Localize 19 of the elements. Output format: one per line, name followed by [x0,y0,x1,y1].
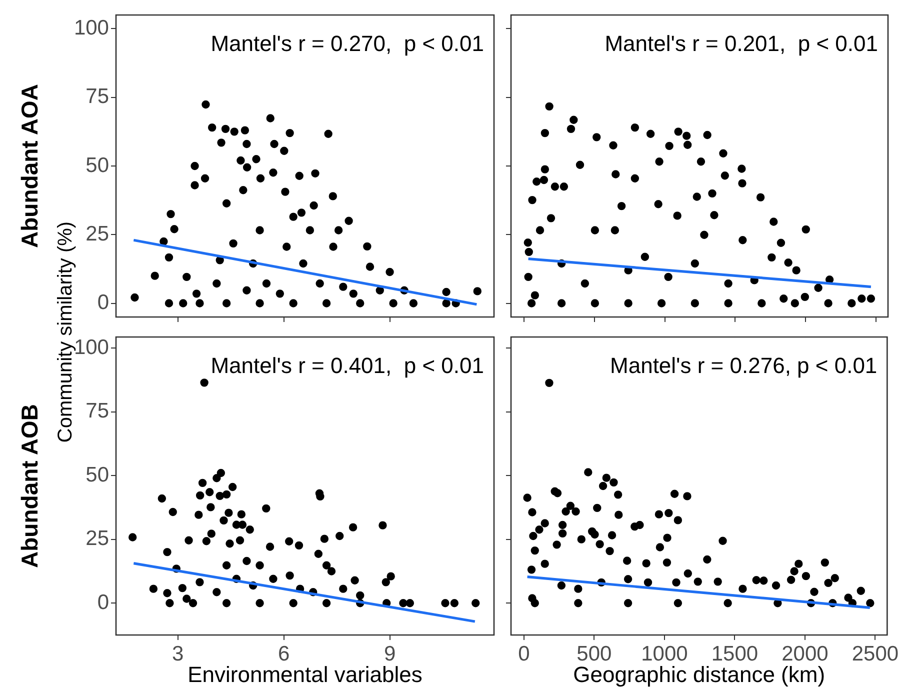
y-axis-title: Abundant AOA [16,84,44,248]
y-tick-label: 0 [97,291,109,314]
y-tick-label: 75 [86,400,109,423]
y-tick-label: 50 [86,154,109,177]
y-tick-label: 0 [97,590,109,614]
y-axis-title: Abundant AOB [16,404,44,568]
annotation: Mantel's r = 0.201, p < 0.01 [604,31,878,56]
x-tick-label: 0 [518,642,530,666]
y-tick-label: 100 [74,16,109,40]
y-tick-label: 25 [86,527,109,550]
x-tick-label: 2500 [852,642,899,666]
annotation: Mantel's r = 0.270, p < 0.01 [210,31,484,56]
text: Community similarity (%) [54,221,76,443]
y-tick-label: 25 [86,222,109,246]
y-tick-label: 50 [86,463,109,486]
x-tick-label: 3 [172,642,184,666]
y-tick-label: 75 [86,85,109,108]
annotation: Mantel's r = 0.276, p < 0.01 [610,353,878,378]
annotation: Mantel's r = 0.401, p < 0.01 [210,353,484,378]
